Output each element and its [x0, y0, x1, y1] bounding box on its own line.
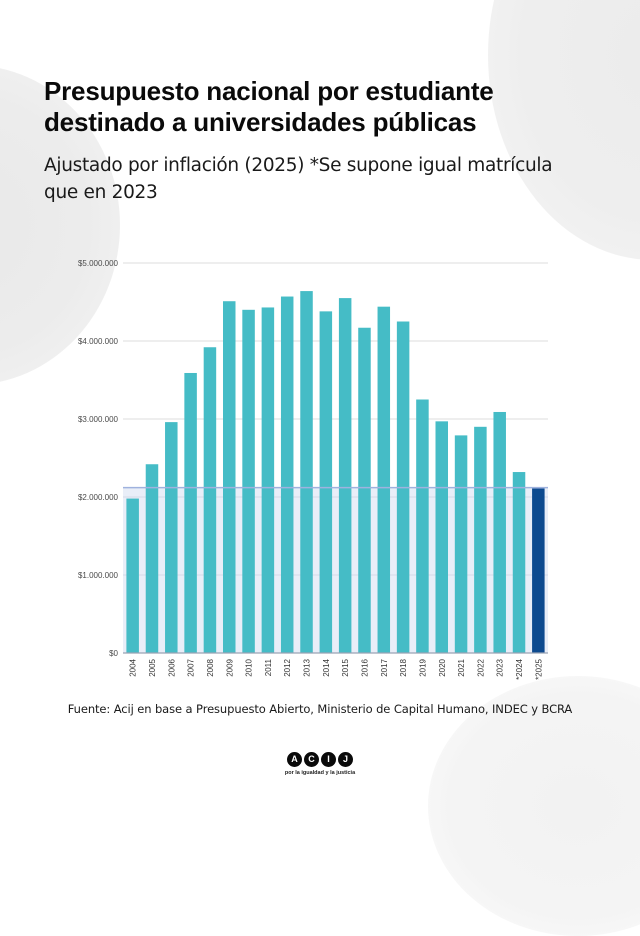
logo-circles: A C I J — [285, 752, 355, 767]
x-tick-label: 2011 — [264, 658, 273, 676]
bar — [338, 298, 352, 653]
x-tick-label: 2005 — [148, 658, 157, 676]
bar — [358, 327, 371, 653]
bar — [416, 399, 429, 653]
bar — [435, 421, 448, 653]
x-tick-label: *2025 — [534, 658, 543, 679]
x-tick-label: 2008 — [206, 658, 215, 676]
logo-tagline: por la igualdad y la justicia — [284, 770, 356, 776]
x-tick-label: 2016 — [360, 658, 369, 676]
bar — [165, 422, 178, 653]
y-tick-label: $2.000.000 — [78, 493, 119, 502]
y-tick-label: $0 — [109, 649, 118, 658]
x-tick-label: 2012 — [283, 658, 292, 676]
x-tick-label: *2024 — [515, 658, 524, 679]
bar — [319, 311, 333, 653]
x-tick-label: 2009 — [225, 658, 234, 676]
logo-letter-c: C — [304, 752, 319, 767]
x-tick-label: 2015 — [341, 658, 350, 676]
bar-highlighted — [532, 488, 545, 653]
x-tick-label: 2013 — [303, 658, 312, 676]
x-tick-label: 2010 — [245, 658, 254, 676]
chart-subtitle: Ajustado por inflación (2025) *Se supone… — [44, 155, 553, 203]
bar — [126, 498, 139, 653]
bar — [493, 411, 506, 653]
bar — [280, 296, 294, 653]
logo-letter-j: J — [338, 752, 353, 767]
x-tick-label: 2019 — [418, 658, 427, 676]
x-tick-label: 2004 — [129, 658, 138, 676]
x-axis: 2004 2005 2006 2007 2008 2009 2010 2011 2012 2013… — [123, 652, 548, 680]
bar — [203, 347, 217, 653]
y-tick-label: $5.000.000 — [78, 259, 119, 268]
bar — [242, 309, 255, 653]
y-tick-label: $4.000.000 — [78, 337, 119, 346]
logo-letter-i: I — [321, 752, 336, 767]
bar — [184, 372, 197, 653]
x-tick-label: 2007 — [187, 658, 196, 676]
bar — [377, 306, 391, 653]
bar — [223, 301, 236, 653]
y-tick-label: $3.000.000 — [78, 415, 119, 424]
logo-letter-a: A — [287, 752, 302, 767]
bar — [145, 464, 159, 653]
bar — [300, 291, 313, 653]
x-tick-label: 2023 — [496, 658, 505, 676]
bar — [261, 307, 275, 653]
chart-title: Presupuesto nacional por estudiante dest… — [44, 76, 494, 137]
bar — [474, 426, 487, 653]
x-tick-label: 2021 — [457, 658, 466, 676]
x-tick-label: 2022 — [476, 658, 485, 676]
acij-logo: A C I J por la igualdad y la justicia — [285, 752, 355, 792]
x-tick-label: 2006 — [167, 658, 176, 676]
source-note: Fuente: Acij en base a Presupuesto Abier… — [67, 702, 573, 716]
x-tick-label: 2020 — [438, 658, 447, 676]
x-tick-label: 2017 — [380, 658, 389, 676]
y-axis: $0 $1.000.000 $2.000.000 $3.000.000 $4.000.0… — [78, 259, 119, 658]
bars — [126, 291, 545, 653]
x-tick-label: 2018 — [399, 658, 408, 676]
bar — [454, 435, 468, 653]
bar — [512, 472, 526, 653]
bar-chart: $0 $1.000.000 $2.000.000 $3.000.000 $4.000.0… — [78, 259, 548, 680]
y-tick-label: $1.000.000 — [78, 571, 119, 580]
x-tick-label: 2014 — [322, 658, 331, 676]
